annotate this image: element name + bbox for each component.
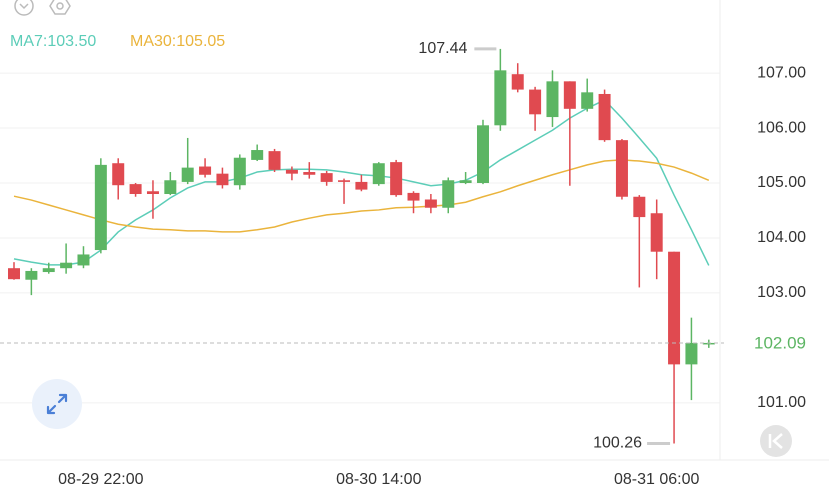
candle-body <box>303 172 316 175</box>
candle-body <box>164 180 177 195</box>
candle-body <box>285 169 298 174</box>
high-label: 107.44 <box>418 40 467 57</box>
candle-body <box>216 173 229 186</box>
candle-body <box>442 180 455 208</box>
y-tick-label: 104.00 <box>757 229 806 246</box>
candle-body <box>112 163 125 186</box>
collapse-icon[interactable] <box>14 0 34 16</box>
candle-body <box>146 191 159 195</box>
legend-entry: MA30:105.05 <box>130 33 225 50</box>
candle-body <box>390 162 403 196</box>
candle-body <box>251 150 264 160</box>
x-tick-label: 08-31 06:00 <box>614 471 700 488</box>
candle-body <box>615 140 628 197</box>
current-price-bg <box>724 328 829 357</box>
candle-body <box>668 251 681 365</box>
candle-body <box>77 254 90 266</box>
candle-body <box>511 74 524 90</box>
plot: 101.00 103.00 104.00 105.00 106.00 107.00 08-2… <box>0 33 829 488</box>
candle-body <box>8 268 20 280</box>
current-price-label: 102.09 <box>754 333 806 352</box>
candle-body <box>650 213 663 252</box>
candle-body <box>129 184 142 195</box>
candle-body <box>372 163 385 185</box>
candle-body <box>268 151 281 170</box>
candle-body <box>459 180 472 184</box>
expand-button[interactable] <box>32 379 82 429</box>
y-tick-label: 105.00 <box>757 174 806 191</box>
candle-body <box>598 93 611 141</box>
candle-body <box>546 81 559 118</box>
x-tick-label: 08-30 14:00 <box>336 471 422 488</box>
candle-body <box>338 180 351 182</box>
y-tick-label: 106.00 <box>757 119 806 136</box>
candle-body <box>407 192 420 201</box>
candle-body <box>42 268 55 273</box>
latest-bg <box>760 425 792 457</box>
candle-body <box>529 89 542 115</box>
latest-icon <box>768 433 783 449</box>
settings-dot <box>56 2 64 10</box>
candle-body <box>233 157 246 186</box>
candle-body <box>320 173 333 182</box>
y-tick-label: 103.00 <box>757 284 806 301</box>
settings-icon[interactable] <box>49 0 71 15</box>
candle-body <box>60 262 73 269</box>
candle-body <box>355 181 368 190</box>
candle-body <box>181 167 194 182</box>
candle-body <box>494 70 507 126</box>
legend-entry: MA7:103.50 <box>10 33 96 50</box>
candle-body <box>685 342 698 365</box>
x-tick-label: 08-29 22:00 <box>58 471 144 488</box>
collapse-chevron <box>19 3 29 10</box>
candle-body <box>563 81 576 109</box>
expand-bg <box>32 379 82 429</box>
candle-body <box>199 166 212 175</box>
expand-icon <box>46 393 68 415</box>
candle-body <box>94 164 107 251</box>
top-icons <box>14 0 71 16</box>
candle-body <box>702 342 715 345</box>
back-to-latest[interactable] <box>760 425 792 457</box>
y-tick-label: 107.00 <box>757 64 806 81</box>
candle-body <box>424 199 437 208</box>
y-tick-label: 101.00 <box>757 394 806 411</box>
ma-line <box>13 159 710 233</box>
candle-body <box>581 92 594 109</box>
candle-body <box>25 270 38 280</box>
candle-body <box>633 196 646 218</box>
candle-body <box>476 125 489 184</box>
low-label: 100.26 <box>593 435 642 452</box>
